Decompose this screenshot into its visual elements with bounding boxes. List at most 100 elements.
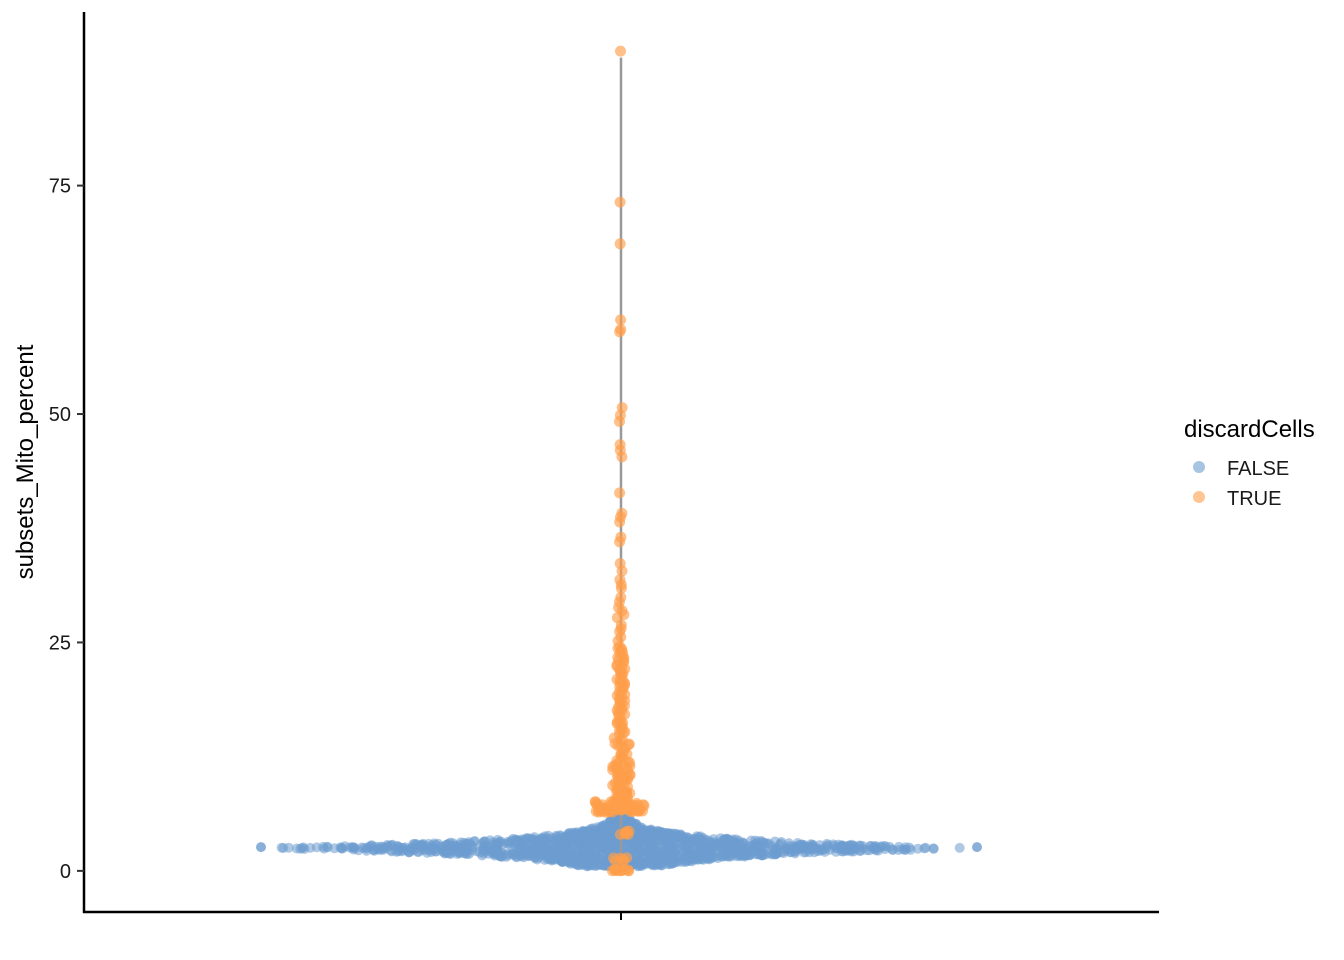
- data-point-false: [919, 843, 930, 854]
- data-point-false: [972, 842, 982, 853]
- y-tick-label: 50: [49, 404, 71, 426]
- data-point-false: [900, 844, 911, 855]
- y-tick-label: 25: [49, 632, 71, 654]
- data-point-false: [564, 838, 574, 849]
- data-point-false: [526, 833, 537, 844]
- data-point-false: [663, 828, 674, 839]
- legend-label-false: FALSE: [1227, 458, 1289, 480]
- data-point-true: [589, 796, 601, 808]
- data-point-false: [339, 841, 350, 852]
- data-point-false: [454, 847, 464, 858]
- data-point-false: [590, 845, 601, 856]
- data-point-false: [498, 838, 509, 849]
- data-point-false: [638, 826, 649, 837]
- data-point-false: [408, 839, 419, 850]
- data-point-true: [614, 326, 626, 338]
- data-point-false: [760, 838, 771, 848]
- data-point-true: [615, 314, 627, 326]
- data-point-true: [614, 238, 626, 250]
- data-point-true: [614, 828, 626, 840]
- data-point-false: [651, 840, 662, 851]
- data-point-false: [778, 848, 789, 859]
- data-point-false: [718, 836, 729, 847]
- legend-title: discardCells: [1184, 416, 1315, 443]
- data-point-true: [600, 806, 612, 818]
- data-point-false: [283, 842, 294, 853]
- data-point-false: [928, 843, 939, 854]
- data-point-false: [347, 842, 358, 853]
- data-point-false: [825, 844, 835, 855]
- data-point-false: [683, 849, 693, 860]
- data-point-true: [614, 516, 626, 528]
- data-point-false: [848, 846, 859, 857]
- data-point-false: [630, 838, 641, 849]
- data-point-false: [329, 843, 340, 854]
- data-point-false: [630, 820, 641, 831]
- data-point-false: [461, 838, 471, 849]
- data-point-false: [393, 842, 404, 853]
- y-axis-title: subsets_Mito_percent: [12, 344, 39, 579]
- y-axis-ticks: 0 25 50 75: [49, 176, 84, 883]
- data-point-false: [698, 838, 709, 849]
- data-point-false: [551, 830, 562, 841]
- y-tick-label: 75: [49, 176, 71, 198]
- data-point-false: [644, 854, 655, 865]
- data-point-false: [549, 847, 560, 858]
- data-point-false: [835, 843, 846, 854]
- data-point-false: [690, 847, 701, 858]
- data-point-false: [291, 843, 302, 854]
- series-true-points: [589, 45, 650, 877]
- data-point-false: [530, 852, 541, 863]
- data-point-false: [769, 844, 780, 855]
- data-point-true: [624, 799, 636, 811]
- data-point-false: [604, 843, 615, 854]
- data-point-false: [478, 845, 489, 856]
- data-point-false: [488, 837, 499, 848]
- data-point-false: [583, 860, 594, 870]
- data-point-false: [645, 832, 656, 843]
- data-point-false: [591, 829, 602, 840]
- data-point-false: [775, 838, 786, 849]
- data-point-false: [757, 850, 768, 861]
- data-point-false: [441, 847, 452, 858]
- data-point-false: [568, 856, 579, 867]
- data-point-true: [614, 487, 626, 499]
- data-point-false: [706, 844, 717, 855]
- data-point-false: [256, 842, 266, 853]
- data-point-false: [562, 848, 572, 859]
- data-point-false: [496, 850, 507, 861]
- data-point-true: [614, 416, 625, 427]
- data-point-true: [632, 805, 644, 817]
- data-point-false: [790, 846, 800, 857]
- data-point-false: [868, 843, 879, 853]
- data-point-true: [615, 45, 626, 57]
- legend-swatch-true: [1193, 491, 1205, 503]
- data-point-false: [672, 845, 683, 855]
- data-point-false: [674, 854, 685, 865]
- data-point-false: [419, 845, 430, 855]
- series-false-points: [256, 803, 982, 872]
- data-point-false: [606, 820, 617, 831]
- data-point-true: [614, 196, 626, 208]
- data-point-true: [610, 864, 622, 876]
- data-point-false: [727, 844, 738, 854]
- legend-label-true: TRUE: [1227, 488, 1281, 510]
- data-point-false: [574, 837, 585, 848]
- legend: discardCells FALSE TRUE: [1184, 416, 1315, 510]
- data-point-true: [616, 451, 628, 463]
- data-point-true: [616, 565, 628, 577]
- data-point-false: [362, 842, 373, 853]
- data-point-false: [535, 843, 546, 853]
- data-point-false: [712, 853, 723, 864]
- data-point-true: [614, 536, 626, 548]
- data-point-false: [685, 838, 696, 849]
- data-point-false: [954, 842, 965, 853]
- data-point-false: [462, 849, 472, 860]
- data-point-false: [630, 858, 641, 869]
- data-point-false: [515, 850, 525, 861]
- data-point-false: [574, 848, 585, 859]
- data-point-false: [319, 843, 330, 854]
- data-point-false: [433, 838, 444, 849]
- data-point-false: [380, 842, 391, 853]
